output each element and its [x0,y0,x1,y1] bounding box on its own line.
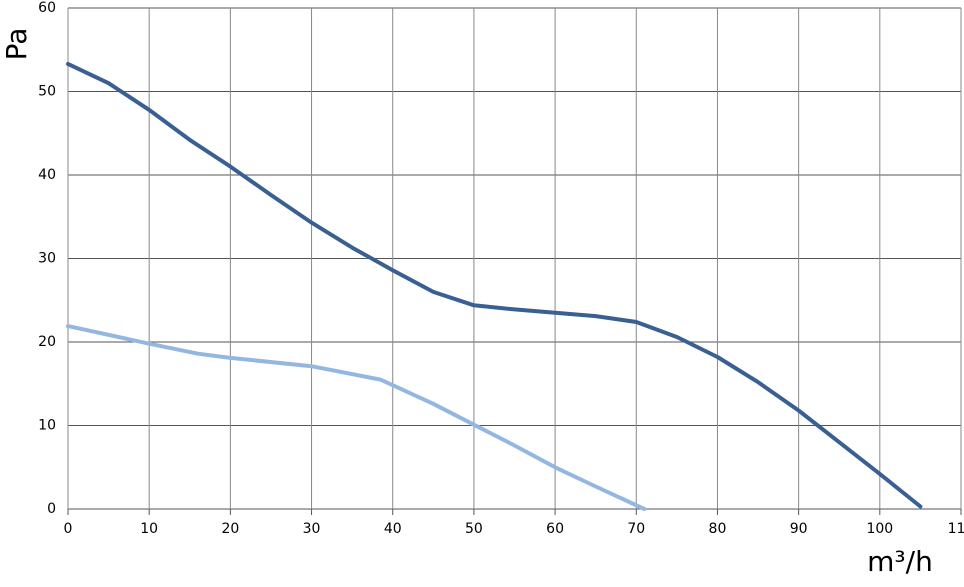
x-tick-label: 60 [546,521,564,537]
data-line [66,61,923,509]
y-tick-label: 0 [47,501,56,517]
x-tick-label: 70 [627,521,645,537]
x-tick-label: 30 [303,521,321,537]
y-tick-label: 10 [38,418,56,434]
x-tick-label: 20 [221,521,239,537]
x-tick-label: 100 [866,521,893,537]
y-tick-label: 30 [38,251,56,267]
y-tick-label: 50 [38,84,56,100]
y-tick-label: 60 [38,0,56,16]
x-tick-label: 50 [465,521,483,537]
data-line [66,324,647,511]
y-tick-label: 40 [38,167,56,183]
x-tick-label: 10 [140,521,158,537]
x-tick-label: 80 [709,521,727,537]
x-tick-label: 90 [790,521,808,537]
x-tick-label: 0 [64,521,73,537]
x-tick-label: 110 [948,521,964,537]
y-tick-label: 20 [38,334,56,350]
y-axis-label: Pa [0,28,33,61]
x-axis-label: m³/h [867,545,933,578]
x-tick-label: 40 [384,521,402,537]
